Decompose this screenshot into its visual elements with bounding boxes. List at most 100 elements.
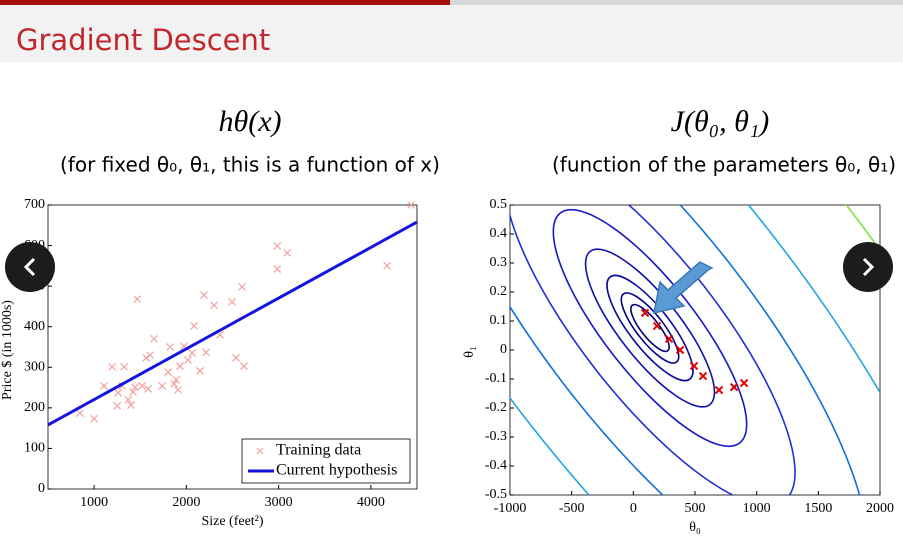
data-point — [133, 295, 142, 304]
plot-frame — [509, 204, 881, 496]
data-point — [190, 321, 198, 330]
data-point — [240, 362, 248, 370]
legend-box — [241, 438, 411, 484]
x-tick-label: -1000 — [494, 501, 527, 516]
y-axis-label: Price $ (in 1000s) — [0, 300, 15, 400]
data-point — [90, 414, 99, 423]
y-tick-label: -0.2 — [485, 400, 507, 415]
title-band — [0, 0, 903, 62]
data-point — [76, 409, 84, 418]
y-tick-label: 200 — [24, 400, 45, 415]
x-tick-label: 1500 — [804, 501, 832, 516]
data-point — [202, 348, 210, 357]
data-point — [675, 345, 685, 355]
data-point — [652, 321, 662, 331]
y-tick-label: 0 — [500, 342, 507, 357]
x-tick-label: 2000 — [172, 495, 200, 510]
x-tick-label: 1000 — [743, 501, 771, 516]
data-point — [729, 382, 739, 392]
data-point — [238, 283, 246, 291]
data-point — [170, 379, 179, 388]
y-tick-label: -0.5 — [485, 487, 507, 502]
chart-heading: hθ(x) — [218, 105, 281, 138]
data-point — [640, 308, 650, 318]
x-axis-label: θ₀ — [689, 520, 701, 535]
data-point — [210, 301, 218, 310]
data-point — [273, 242, 282, 250]
x-tick-label: 4000 — [357, 495, 385, 510]
contour-line — [606, 274, 694, 382]
legend-label: Training data — [276, 442, 361, 459]
data-point — [100, 382, 109, 390]
data-point — [664, 334, 674, 344]
y-tick-label: 0.2 — [490, 284, 508, 299]
y-tick-label: 400 — [24, 319, 45, 334]
left-chart: hθ(x) (for fixed θ₀, θ₁, this is a functi… — [0, 105, 440, 529]
data-point — [273, 265, 282, 274]
y-tick-label: -0.4 — [485, 458, 507, 473]
contour-line — [510, 205, 796, 495]
contour-line — [552, 208, 748, 448]
legend-swatch — [256, 447, 264, 455]
data-point — [196, 367, 204, 375]
data-point — [689, 361, 699, 371]
data-point — [114, 388, 123, 397]
data-point — [124, 395, 133, 404]
contour-line — [620, 292, 680, 364]
data-point — [383, 261, 392, 270]
contour-line — [510, 205, 880, 495]
data-point — [144, 384, 153, 393]
x-tick-label: -500 — [559, 501, 585, 516]
data-point — [228, 298, 236, 306]
data-point — [174, 386, 182, 394]
data-point — [131, 383, 140, 392]
legend-label: Current hypothesis — [276, 462, 397, 479]
y-axis-label: θ₁ — [462, 346, 477, 358]
contour-line — [510, 205, 869, 495]
y-tick-label: 0 — [38, 481, 45, 496]
y-tick-label: 0.5 — [490, 197, 508, 212]
data-point — [158, 382, 167, 390]
x-tick-label: 500 — [685, 501, 706, 516]
y-tick-label: 0.3 — [490, 255, 508, 270]
chart-subtitle: (for fixed θ₀, θ₁, this is a function of… — [60, 153, 440, 177]
data-point — [129, 388, 137, 396]
progress-bar — [0, 0, 450, 5]
chart-heading: J(θ₀, θ₁) — [671, 105, 770, 138]
data-point — [739, 378, 749, 388]
data-point — [184, 356, 192, 364]
contour-line — [630, 303, 670, 353]
data-point — [120, 362, 129, 371]
x-tick-label: 1000 — [80, 495, 108, 510]
y-tick-label: -0.3 — [485, 429, 507, 444]
data-point — [108, 362, 117, 371]
data-point — [714, 385, 724, 395]
prev-button[interactable] — [5, 242, 55, 292]
next-button[interactable] — [843, 242, 893, 292]
y-tick-label: 100 — [24, 441, 45, 456]
data-point — [164, 368, 173, 377]
data-point — [200, 291, 209, 299]
data-point — [146, 351, 154, 360]
data-point — [138, 382, 147, 390]
y-tick-label: 300 — [24, 360, 45, 375]
slide-title: Gradient Descent — [16, 23, 270, 57]
y-tick-label: 0.4 — [490, 226, 508, 241]
data-point — [127, 401, 135, 409]
pointer-arrow — [653, 261, 714, 314]
x-tick-label: 3000 — [265, 495, 293, 510]
contour-line — [584, 248, 716, 408]
data-point — [142, 354, 151, 362]
data-point — [188, 349, 197, 358]
y-tick-label: 700 — [24, 197, 45, 212]
data-point — [172, 375, 181, 384]
x-axis-label: Size (feet²) — [201, 514, 263, 529]
data-point — [176, 362, 185, 370]
progress-track — [450, 0, 903, 5]
data-point — [698, 371, 708, 381]
data-point — [407, 201, 416, 209]
